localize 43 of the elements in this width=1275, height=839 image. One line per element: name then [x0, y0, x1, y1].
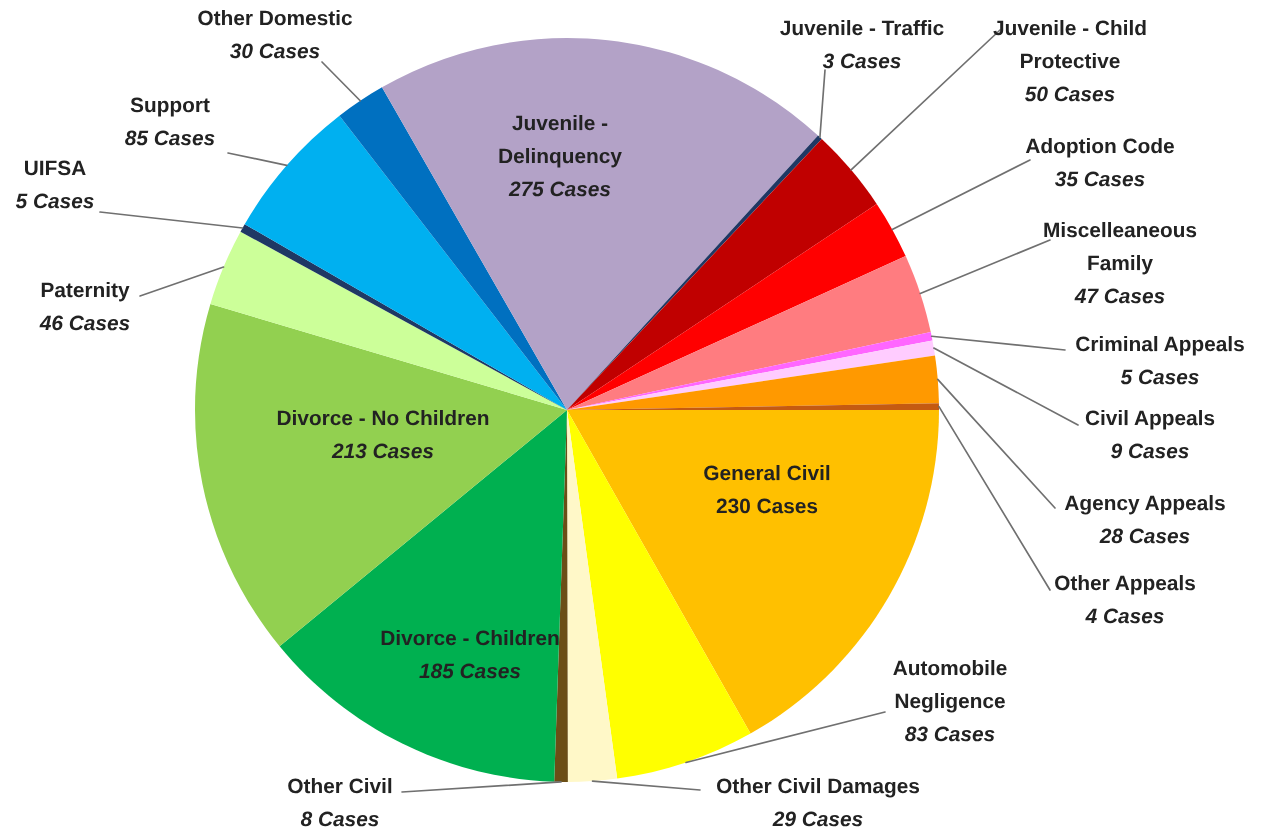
- slice-label: Civil Appeals: [1085, 410, 1215, 430]
- data-label: 35 Cases: [1054, 171, 1145, 187]
- data-label: 50 Cases: [1025, 86, 1115, 102]
- slice-label: Other Appeals: [1055, 575, 1195, 595]
- slice-label: Divorce - Children: [381, 630, 559, 646]
- data-label: 185 Cases: [419, 663, 521, 679]
- data-label: 83 Cases: [905, 726, 995, 742]
- slice-label: Juvenile - Traffic: [780, 20, 944, 36]
- pie-slice: [567, 256, 931, 410]
- pie-slice: [567, 203, 906, 410]
- slice-label: Other Civil: [288, 778, 392, 794]
- data-label: 85 Cases: [125, 130, 215, 146]
- data-label: 28 Cases: [1099, 528, 1190, 544]
- data-label: 29 Cases: [772, 811, 863, 827]
- slice-label: Automobile Negligence: [893, 660, 1007, 713]
- data-label: 213 Cases: [331, 443, 434, 459]
- slice-label: Adoption Code: [1025, 138, 1174, 158]
- pie-slice: [567, 355, 939, 410]
- slice-label: Other Domestic: [198, 10, 352, 26]
- slice-label: Divorce - No Children: [277, 410, 489, 426]
- data-label: 4 Cases: [1085, 608, 1164, 624]
- slice-label: Criminal Appeals: [1076, 336, 1244, 356]
- slice-label: Agency Appeals: [1064, 495, 1225, 515]
- data-label: 8 Cases: [300, 811, 379, 827]
- slice-label: Juvenile - Child Protective: [993, 20, 1146, 69]
- slice-label: Paternity: [41, 282, 130, 302]
- data-label: 9 Cases: [1111, 443, 1189, 459]
- slice-label: Miscelleaneous Family: [1044, 222, 1197, 275]
- data-label: 30 Cases: [229, 43, 320, 59]
- data-label: 46 Cases: [39, 315, 130, 331]
- pie-slice: [381, 38, 819, 410]
- data-label: 47 Cases: [1074, 288, 1165, 304]
- data-label: 5 Cases: [15, 193, 94, 209]
- slice-label: Support: [130, 97, 210, 117]
- pie-slice: [195, 304, 567, 647]
- data-label: 230 Cases: [716, 498, 818, 514]
- slice-label: Other Civil Damages: [716, 778, 920, 798]
- slice-label: UIFSA: [25, 160, 86, 176]
- data-label: 3 Cases: [822, 53, 901, 69]
- slice-label: Juvenile - Delinquency: [499, 115, 622, 168]
- slice-label: General Civil: [704, 465, 830, 481]
- data-label: 275 Cases: [508, 181, 611, 197]
- data-label: 5 Cases: [1120, 369, 1199, 385]
